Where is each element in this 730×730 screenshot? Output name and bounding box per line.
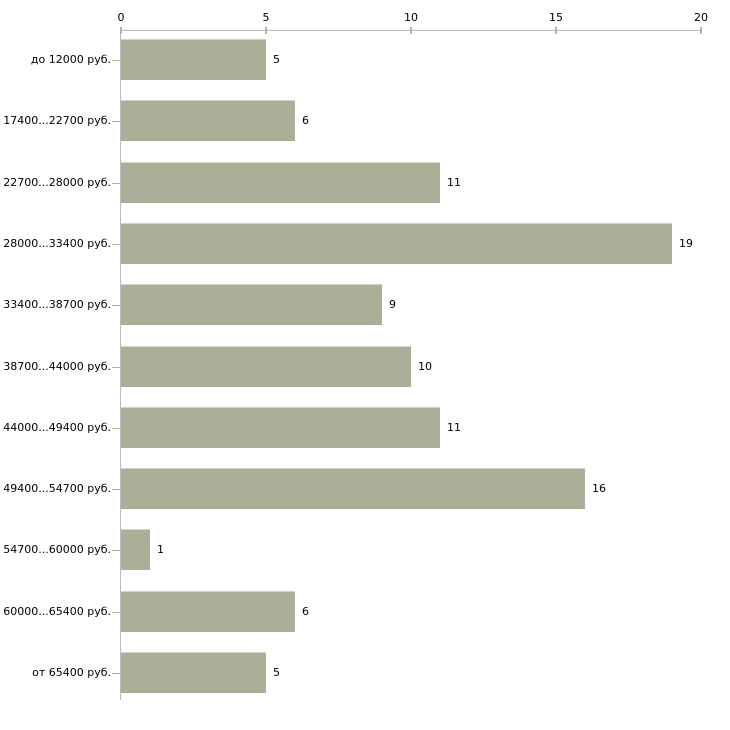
x-axis-tick-label: 20 — [694, 11, 708, 24]
x-axis-tick — [120, 27, 122, 34]
category-tick — [112, 183, 120, 184]
bar — [121, 529, 150, 570]
bar — [121, 407, 440, 448]
category-tick — [112, 550, 120, 551]
bar-value-label: 5 — [273, 53, 280, 66]
bar — [121, 468, 585, 509]
category-tick — [112, 489, 120, 490]
category-tick — [112, 60, 120, 61]
bar — [121, 223, 672, 264]
category-label: до 12000 руб. — [30, 53, 111, 66]
bar-value-label: 19 — [679, 237, 693, 250]
category-label: 22700...28000 руб. — [3, 176, 111, 189]
category-label: 28000...33400 руб. — [3, 237, 111, 250]
x-axis-tick — [265, 27, 267, 34]
bar — [121, 284, 382, 325]
bar — [121, 39, 266, 80]
bar — [121, 652, 266, 693]
bar-value-label: 5 — [273, 666, 280, 679]
bar — [121, 100, 295, 141]
bar — [121, 591, 295, 632]
bar-value-label: 16 — [592, 482, 606, 495]
bar-value-label: 10 — [418, 360, 432, 373]
category-label: 44000...49400 руб. — [3, 421, 111, 434]
x-axis-tick-label: 10 — [404, 11, 418, 24]
bar-value-label: 9 — [389, 298, 396, 311]
x-axis-tick-label: 0 — [117, 11, 125, 24]
bar — [121, 162, 440, 203]
bar-value-label: 11 — [447, 421, 461, 434]
category-tick — [112, 244, 120, 245]
category-label: 38700...44000 руб. — [3, 360, 111, 373]
x-axis-tick — [410, 27, 412, 34]
category-label: 17400...22700 руб. — [3, 114, 111, 127]
x-axis-tick-label: 5 — [262, 11, 270, 24]
category-tick — [112, 612, 120, 613]
x-axis-tick — [700, 27, 702, 34]
category-tick — [112, 367, 120, 368]
y-axis-line — [120, 30, 121, 700]
category-label: 60000...65400 руб. — [3, 605, 111, 618]
category-label: 33400...38700 руб. — [3, 298, 111, 311]
category-tick — [112, 428, 120, 429]
bar-value-label: 6 — [302, 605, 309, 618]
category-label: 54700...60000 руб. — [3, 543, 111, 556]
category-label: 49400...54700 руб. — [3, 482, 111, 495]
bar-value-label: 1 — [157, 543, 164, 556]
bar-value-label: 11 — [447, 176, 461, 189]
category-tick — [112, 121, 120, 122]
category-tick — [112, 305, 120, 306]
bar — [121, 346, 411, 387]
bar-value-label: 6 — [302, 114, 309, 127]
x-axis-tick — [555, 27, 557, 34]
category-label: от 65400 руб. — [32, 666, 111, 679]
category-tick — [112, 673, 120, 674]
x-axis-tick-label: 15 — [549, 11, 563, 24]
